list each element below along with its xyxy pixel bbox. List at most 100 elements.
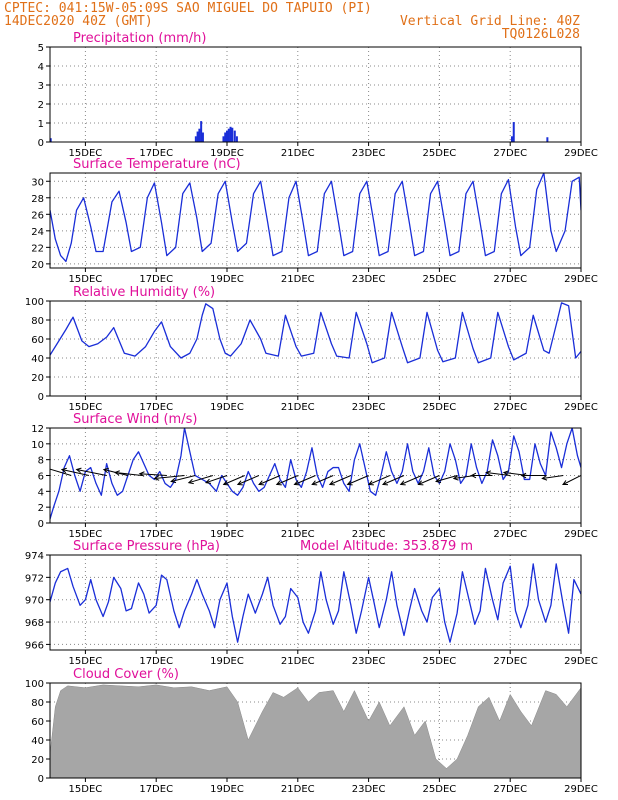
- pres-xtick-label: 19DEC: [210, 656, 244, 667]
- precip-bar: [198, 128, 201, 142]
- pres-xtick-label: 23DEC: [352, 656, 386, 667]
- wind-vector-head: [60, 467, 67, 474]
- rh-ytick-label: 100: [25, 297, 44, 308]
- panel-wind: Surface Wind (m/s) 15DEC 17DEC 19DEC 21DEC 23…: [31, 412, 598, 540]
- precip-bar: [231, 127, 234, 142]
- temp-ytick-label: 24: [31, 227, 44, 238]
- pres-ytick-label: 970: [25, 596, 44, 607]
- wind-vector-head: [170, 477, 177, 484]
- rh-xtick-label: 21DEC: [281, 402, 315, 413]
- wind-vector-head: [187, 478, 194, 485]
- panel-pres: Surface Pressure (hPa) Model Altitude: 35…: [25, 539, 598, 667]
- wind-vector-head: [236, 480, 243, 486]
- wind-vector: [139, 473, 167, 476]
- precip-xtick-label: 25DEC: [423, 148, 457, 159]
- precip-bar: [200, 121, 203, 142]
- wind-vector: [453, 475, 475, 479]
- wind-vector-head: [541, 475, 548, 481]
- precip-ytick-label: 2: [38, 100, 44, 111]
- panel-precip: Precipitation (mm/h) 15DEC 17DEC 19DEC 21DEC…: [38, 31, 598, 159]
- cloud-xtick-label: 21DEC: [281, 784, 315, 795]
- cloud-xtick-label: 29DEC: [564, 784, 598, 795]
- temp-xtick-label: 23DEC: [352, 274, 386, 285]
- wind-vector-head: [399, 480, 406, 486]
- pres-xtick-label: 25DEC: [423, 656, 457, 667]
- precip-bar: [233, 130, 236, 142]
- precip-bar: [235, 136, 238, 142]
- wind-vector-head: [258, 480, 265, 486]
- cloud-title: Cloud Cover (%): [73, 667, 179, 682]
- temp-xtick-label: 17DEC: [139, 274, 173, 285]
- wind-vector: [61, 469, 90, 476]
- wind-xtick-label: 19DEC: [210, 529, 244, 540]
- pres-series-group: [50, 563, 581, 643]
- precip-bar: [229, 126, 232, 142]
- rh-xtick-label: 19DEC: [210, 402, 244, 413]
- temp-xtick-label: 27DEC: [493, 274, 527, 285]
- header-date: 14DEC2020 40Z (GMT): [4, 14, 153, 29]
- precip-bar: [201, 132, 204, 142]
- rh-ytick-label: 80: [31, 316, 44, 327]
- precip-bar: [194, 136, 197, 142]
- pres-xtick-label: 17DEC: [139, 656, 173, 667]
- rh-xtick-label: 27DEC: [493, 402, 527, 413]
- wind-vector-head: [153, 475, 160, 481]
- cloud-ytick-label: 60: [31, 717, 44, 728]
- precip-bar: [224, 132, 227, 142]
- wind-vector-head: [470, 472, 477, 479]
- pres-xtick-label: 29DEC: [564, 656, 598, 667]
- pres-title: Surface Pressure (hPa): [73, 539, 220, 554]
- pres-frame: [49, 554, 582, 651]
- wind-vector-head: [435, 477, 442, 483]
- panels: Precipitation (mm/h) 15DEC 17DEC 19DEC 21DEC…: [25, 31, 598, 795]
- wind-xtick-label: 15DEC: [69, 529, 103, 540]
- wind-vector-head: [562, 480, 569, 486]
- rh-series-group: [50, 302, 581, 364]
- temp-xtick-label: 15DEC: [69, 274, 103, 285]
- wind-vector: [237, 475, 260, 485]
- wind-vector: [542, 475, 564, 479]
- precip-bar: [50, 138, 52, 142]
- temp-xtick-label: 19DEC: [210, 274, 244, 285]
- wind-vector: [171, 475, 196, 482]
- wind-series-group: [50, 428, 581, 520]
- precip-ytick-label: 5: [38, 43, 44, 54]
- wind-vector: [114, 472, 143, 476]
- precip-xtick-label: 19DEC: [210, 148, 244, 159]
- precip-xtick-label: 27DEC: [493, 148, 527, 159]
- temp-ytick-label: 28: [31, 194, 44, 205]
- wind-xtick-label: 25DEC: [423, 529, 457, 540]
- pres-ytick-label: 972: [25, 573, 44, 584]
- wind-vector: [205, 475, 228, 484]
- cloud-xtick-label: 23DEC: [352, 784, 386, 795]
- precip-bar: [510, 136, 513, 142]
- panel-temp: Surface Temperature (nC) 15DEC 17DEC 19DEC 2…: [31, 157, 598, 285]
- precip-xtick-label: 29DEC: [564, 148, 598, 159]
- wind-ytick-label: 6: [38, 472, 44, 483]
- wind-vector-head: [311, 480, 318, 486]
- wind-vector: [486, 472, 511, 476]
- cloud-ytick-label: 100: [25, 679, 44, 690]
- cloud-ytick-label: 40: [31, 736, 44, 747]
- rh-ytick-label: 20: [31, 373, 44, 384]
- wind-vector: [76, 469, 107, 476]
- pres-ytick-label: 974: [25, 551, 44, 562]
- wind-vector: [50, 468, 72, 476]
- wind-xtick-label: 23DEC: [352, 529, 386, 540]
- temp-ytick-label: 20: [31, 260, 44, 271]
- cloud-xtick-label: 17DEC: [139, 784, 173, 795]
- rh-ytick-label: 60: [31, 335, 44, 346]
- wind-vector-head: [222, 480, 229, 486]
- temp-title: Surface Temperature (nC): [73, 157, 241, 172]
- precip-xtick-label: 15DEC: [69, 148, 103, 159]
- precip-ytick-label: 1: [38, 119, 44, 130]
- wind-vector-head: [328, 480, 335, 486]
- wind-ytick-label: 4: [38, 487, 44, 498]
- rh-frame: [49, 300, 582, 397]
- cloud-xtick-label: 15DEC: [69, 784, 103, 795]
- temp-xtick-label: 21DEC: [281, 274, 315, 285]
- wind-title: Surface Wind (m/s): [73, 412, 197, 427]
- cloud-series-group: [50, 684, 581, 778]
- temp-frame: [49, 172, 582, 269]
